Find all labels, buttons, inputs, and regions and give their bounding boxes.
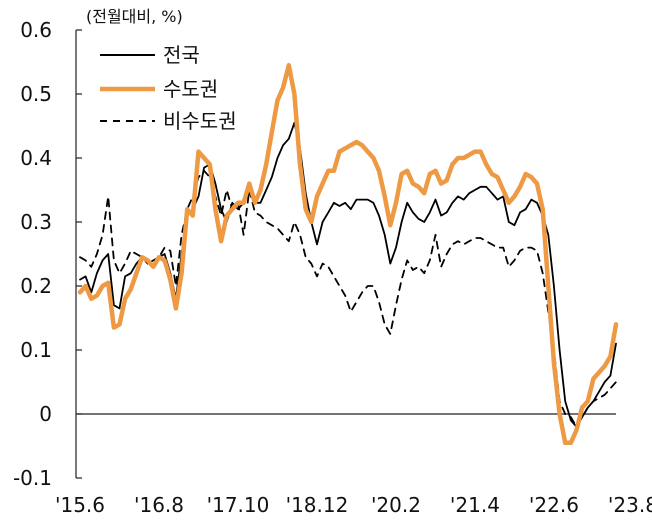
series-line-0 [79,121,617,428]
y-tick-label: 0.3 [20,210,52,234]
series-line-1 [77,62,619,446]
y-axis-ticks: -0.1 0 0.1 0.2 0.3 0.4 0.5 0.6 [13,18,616,490]
y-tick-label: 0.4 [20,146,52,170]
legend-label: 전국 [163,43,200,67]
y-tick-label: 0 [39,402,52,426]
x-tick-label: '20.2 [371,493,421,517]
series-line-2 [79,169,617,428]
y-tick-label: 0.5 [20,82,52,106]
y-tick-label: -0.1 [13,466,52,490]
x-tick-label: '15.6 [55,493,105,517]
series-layer [77,62,619,446]
y-tick-label: 0.1 [20,338,52,362]
x-tick-label: '23.8 [608,493,652,517]
y-tick-label: 0.2 [20,274,52,298]
unit-label: (전월대비, %) [86,7,183,26]
y-tick-label: 0.6 [20,18,52,42]
x-tick-label: '18.12 [286,493,349,517]
x-tick-label: '21.4 [450,493,500,517]
x-tick-label: '16.8 [134,493,184,517]
legend-label: 비수도권 [163,109,237,133]
x-tick-label: '22.6 [529,493,579,517]
x-tick-label: '17.10 [207,493,270,517]
x-axis-ticks: '15.6 '16.8 '17.10 '18.12 '20.2 '21.4 '22.6 '23… [55,493,652,517]
legend-label: 수도권 [163,77,218,101]
